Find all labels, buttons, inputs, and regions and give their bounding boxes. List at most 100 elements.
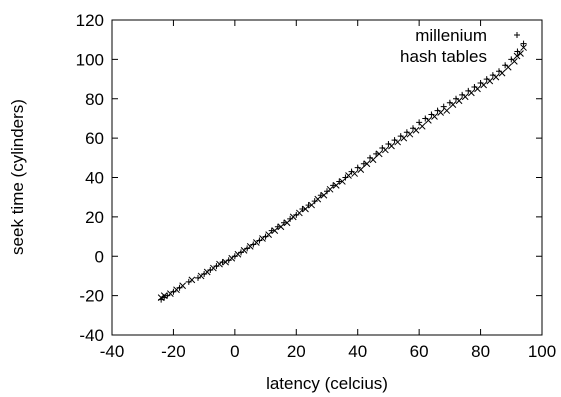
point-hash-tables <box>351 170 358 177</box>
point-hash-tables <box>203 268 211 276</box>
point-hash-tables <box>160 292 168 299</box>
legend-label-millenium: millenium <box>415 26 487 45</box>
point-millenium <box>397 133 404 140</box>
point-millenium <box>385 141 392 148</box>
y-axis-label: seek time (cylinders) <box>8 99 27 255</box>
data-marks <box>157 40 527 303</box>
point-hash-tables <box>253 239 260 246</box>
point-hash-tables <box>234 250 242 258</box>
point-millenium <box>342 174 349 181</box>
point-millenium <box>170 288 177 295</box>
point-hash-tables <box>302 205 309 213</box>
point-millenium <box>496 68 502 75</box>
point-millenium <box>176 284 183 291</box>
point-millenium <box>238 249 244 256</box>
point-millenium <box>330 182 337 189</box>
point-millenium <box>483 76 490 83</box>
point-hash-tables <box>504 63 512 71</box>
point-hash-tables <box>210 264 217 272</box>
point-millenium <box>403 129 410 136</box>
point-millenium <box>281 219 287 226</box>
point-millenium <box>514 48 521 55</box>
point-hash-tables <box>326 185 334 193</box>
point-millenium <box>213 263 220 270</box>
point-millenium <box>440 103 447 110</box>
point-millenium <box>324 188 330 195</box>
y-tick-label: 0 <box>95 247 104 266</box>
point-hash-tables <box>283 219 291 227</box>
x-tick-label: 40 <box>348 342 367 361</box>
point-millenium <box>287 215 294 222</box>
point-hash-tables <box>480 81 487 89</box>
point-millenium <box>311 198 318 205</box>
point-hash-tables <box>388 142 395 150</box>
point-hash-tables <box>265 231 272 238</box>
point-hash-tables <box>271 227 279 235</box>
point-millenium <box>434 107 441 114</box>
point-hash-tables <box>369 156 377 164</box>
point-millenium <box>293 211 300 218</box>
point-millenium <box>465 87 472 94</box>
point-hash-tables <box>363 160 371 168</box>
point-millenium <box>489 72 496 79</box>
point-millenium <box>219 259 226 266</box>
legend-plus-icon <box>514 32 520 38</box>
point-millenium <box>379 144 386 151</box>
point-millenium <box>274 223 281 230</box>
point-hash-tables <box>188 276 196 284</box>
y-tick-label: 80 <box>85 90 104 109</box>
point-millenium <box>360 160 367 167</box>
point-hash-tables <box>443 107 451 114</box>
point-millenium <box>416 119 423 126</box>
x-tick-label: 0 <box>230 342 239 361</box>
point-hash-tables <box>357 166 365 173</box>
x-tick-label: 80 <box>471 342 490 361</box>
point-hash-tables <box>517 50 524 57</box>
legend: millenium hash tables <box>400 26 521 66</box>
legend-label-hash-tables: hash tables <box>400 47 487 66</box>
point-millenium <box>268 227 275 234</box>
point-millenium <box>348 168 355 175</box>
point-hash-tables <box>216 260 223 268</box>
point-hash-tables <box>412 126 420 134</box>
point-hash-tables <box>511 57 518 65</box>
point-hash-tables <box>418 122 426 130</box>
point-hash-tables <box>400 134 408 142</box>
point-hash-tables <box>320 191 328 199</box>
point-millenium <box>185 278 192 285</box>
point-millenium <box>207 267 214 274</box>
point-millenium <box>336 178 343 185</box>
point-millenium <box>367 154 373 161</box>
point-hash-tables <box>289 213 297 221</box>
point-hash-tables <box>461 93 469 101</box>
point-hash-tables <box>449 101 457 109</box>
point-millenium <box>422 115 429 122</box>
point-hash-tables <box>277 223 285 231</box>
point-hash-tables <box>157 294 165 301</box>
x-tick-label: -40 <box>100 342 125 361</box>
point-hash-tables <box>332 182 340 189</box>
x-axis-label: latency (celcius) <box>266 374 388 393</box>
point-hash-tables <box>382 146 389 154</box>
point-hash-tables <box>308 201 315 209</box>
y-tick-label: 20 <box>85 208 104 227</box>
x-tick-label: 60 <box>410 342 429 361</box>
point-millenium <box>305 202 312 209</box>
point-hash-tables <box>455 97 463 105</box>
point-hash-tables <box>167 290 174 298</box>
y-tick-label: -40 <box>79 326 104 345</box>
point-hash-tables <box>296 209 303 217</box>
point-hash-tables <box>474 85 481 93</box>
point-hash-tables <box>425 117 432 124</box>
point-millenium <box>471 83 478 90</box>
point-hash-tables <box>486 77 494 85</box>
point-hash-tables <box>314 195 322 203</box>
point-millenium <box>262 233 269 240</box>
point-hash-tables <box>406 130 414 138</box>
point-hash-tables <box>431 113 438 120</box>
point-millenium <box>373 150 380 157</box>
point-millenium <box>391 137 398 144</box>
point-millenium <box>459 91 466 98</box>
point-millenium <box>428 111 435 118</box>
